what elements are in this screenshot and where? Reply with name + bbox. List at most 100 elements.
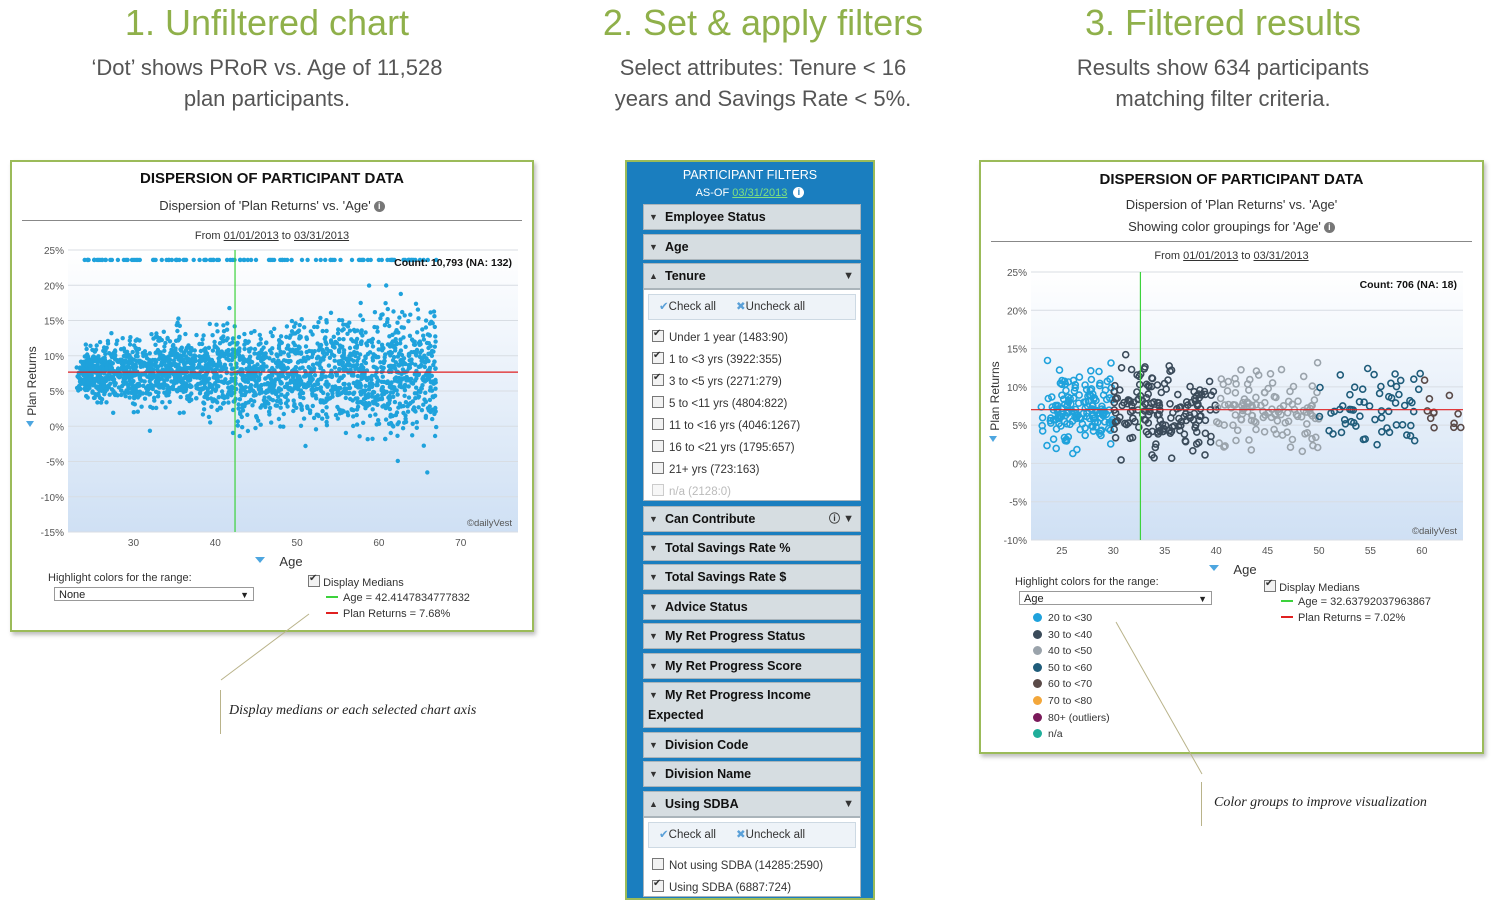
data-point (166, 257, 171, 263)
data-point (1215, 419, 1223, 428)
checkbox[interactable] (652, 878, 664, 892)
chevron-down-icon: ▼ (649, 661, 658, 671)
filter-employee-status[interactable]: ▼ Employee Status (643, 204, 861, 230)
data-point (275, 354, 280, 359)
filter-age[interactable]: ▼ Age (643, 234, 861, 260)
data-point (392, 378, 398, 383)
to-date[interactable]: 03/31/2013 (1253, 250, 1309, 262)
data-point (421, 257, 426, 263)
filter-using-sdba[interactable]: ▲ Using SDBA ▼ (643, 791, 861, 817)
data-point (378, 316, 383, 321)
tenure-option[interactable]: 3 to <5 yrs (2271:279) (652, 372, 782, 388)
info-icon[interactable]: i (793, 187, 805, 198)
data-point (187, 358, 192, 363)
data-point (172, 378, 177, 383)
highlight-select[interactable]: None ▼ (54, 587, 254, 601)
red-dash-icon (1281, 616, 1293, 618)
tenure-option[interactable]: 11 to <16 yrs (4046:1267) (652, 418, 800, 432)
sort-arrow-icon (989, 436, 997, 442)
data-point (183, 381, 188, 386)
step2-subtitle-line1: Select attributes: Tenure < 16 (619, 55, 907, 80)
data-point (117, 374, 123, 379)
data-point (337, 392, 342, 397)
info-icon[interactable]: i (373, 201, 385, 212)
data-point (156, 338, 161, 343)
data-point (288, 385, 293, 391)
data-point (426, 345, 431, 351)
filter-can-contribute[interactable]: ▼ Can Contribute ⓘ ▼ (643, 506, 861, 532)
data-point (391, 394, 396, 399)
data-point (356, 379, 361, 385)
filter-total-savings-rate-pct[interactable]: ▼ Total Savings Rate % (643, 535, 861, 561)
checkbox[interactable] (652, 858, 664, 870)
data-point (425, 332, 430, 337)
y-tick-label: -15% (41, 528, 64, 539)
sdba-option[interactable]: Using SDBA (6887:724) (652, 878, 791, 894)
data-point (181, 361, 187, 366)
data-point (207, 321, 212, 327)
data-point (1329, 430, 1337, 438)
data-point (258, 341, 263, 346)
data-point (345, 413, 351, 418)
tenure-option[interactable]: 21+ yrs (723:163) (652, 462, 759, 476)
to-date[interactable]: 03/31/2013 (294, 230, 350, 242)
data-point (1384, 407, 1393, 416)
data-point (1260, 388, 1269, 397)
data-point (269, 350, 274, 356)
data-point (370, 358, 376, 363)
data-point (1142, 394, 1151, 402)
tenure-option[interactable]: 5 to <11 yrs (4804:822) (652, 396, 787, 410)
data-point (1239, 398, 1247, 407)
filter-my-ret-progress-income[interactable]: ▼ My Ret Progress Income Expected (643, 682, 861, 728)
filter-my-ret-progress-score[interactable]: ▼ My Ret Progress Score (643, 653, 861, 679)
display-medians[interactable]: Display Medians (1264, 578, 1360, 594)
data-point (432, 411, 437, 417)
checkbox[interactable] (652, 462, 664, 474)
display-medians-checkbox[interactable] (1264, 578, 1276, 592)
display-medians-checkbox[interactable] (308, 573, 320, 587)
divider (991, 241, 1472, 242)
data-point (276, 394, 281, 399)
data-point (167, 399, 172, 405)
x-tick-label: 30 (1108, 546, 1120, 557)
data-point (395, 320, 400, 325)
tenure-option[interactable]: 16 to <21 yrs (1795:657) (652, 440, 795, 454)
filter-division-code[interactable]: ▼ Division Code (643, 732, 861, 758)
from-date[interactable]: 01/01/2013 (223, 230, 279, 242)
checkbox[interactable] (652, 372, 664, 386)
data-point (337, 366, 342, 372)
sdba-option[interactable]: Not using SDBA (14285:2590) (652, 858, 823, 872)
filter-advice-status[interactable]: ▼ Advice Status (643, 594, 861, 620)
checkbox[interactable] (652, 396, 664, 408)
data-point (414, 376, 419, 381)
data-point (165, 383, 170, 389)
asof-date[interactable]: 03/31/2013 (732, 187, 788, 199)
tenure-option[interactable]: 1 to <3 yrs (3922:355) (652, 350, 782, 366)
check-all-button[interactable]: ✔Check all (659, 295, 716, 319)
data-point (162, 344, 167, 349)
uncheck-all-button[interactable]: ✖Uncheck all (736, 823, 805, 847)
filter-my-ret-progress-status[interactable]: ▼ My Ret Progress Status (643, 623, 861, 649)
step3-subtitle-line2: matching filter criteria. (1115, 86, 1331, 111)
checkbox[interactable] (652, 328, 664, 342)
data-point (393, 339, 399, 345)
filter-total-savings-rate-usd[interactable]: ▼ Total Savings Rate $ (643, 564, 861, 590)
data-point (240, 354, 245, 359)
filter-tenure[interactable]: ▲ Tenure ▼ (643, 263, 861, 289)
data-point (349, 407, 354, 412)
highlight-select[interactable]: Age ▼ (1019, 591, 1212, 605)
data-point (115, 257, 121, 263)
from-date[interactable]: 01/01/2013 (1183, 250, 1239, 262)
check-all-button[interactable]: ✔Check all (659, 823, 716, 847)
checkbox[interactable] (652, 418, 664, 430)
data-point (189, 367, 194, 373)
info-icon[interactable]: i (1323, 222, 1335, 233)
display-medians[interactable]: Display Medians (308, 573, 404, 589)
tenure-option[interactable]: Under 1 year (1483:90) (652, 328, 788, 344)
checkbox[interactable] (652, 350, 664, 364)
filter-division-name[interactable]: ▼ Division Name (643, 761, 861, 787)
checkbox[interactable] (652, 440, 664, 452)
data-point (256, 375, 262, 380)
uncheck-all-button[interactable]: ✖Uncheck all (736, 295, 805, 319)
filter-label: Using SDBA (665, 797, 739, 811)
